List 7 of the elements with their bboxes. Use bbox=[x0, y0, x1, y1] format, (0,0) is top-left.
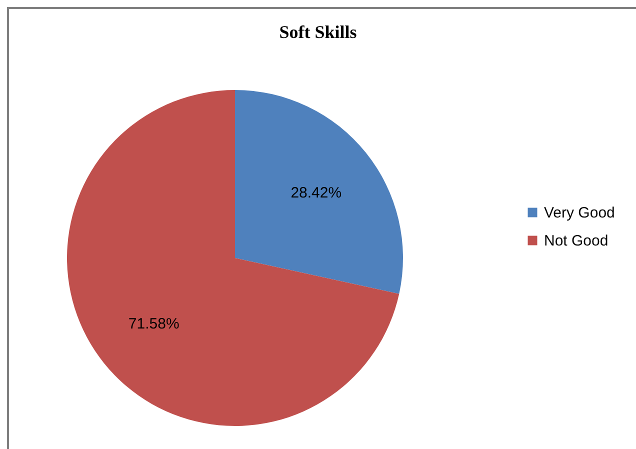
legend-label: Not Good bbox=[544, 232, 608, 250]
data-label: 28.42% bbox=[290, 184, 342, 202]
legend-label: Very Good bbox=[544, 204, 615, 222]
data-label: 71.58% bbox=[128, 315, 180, 332]
pie-slice bbox=[67, 90, 400, 426]
chart-title: Soft Skills bbox=[279, 22, 357, 42]
pie-slice bbox=[235, 90, 403, 294]
